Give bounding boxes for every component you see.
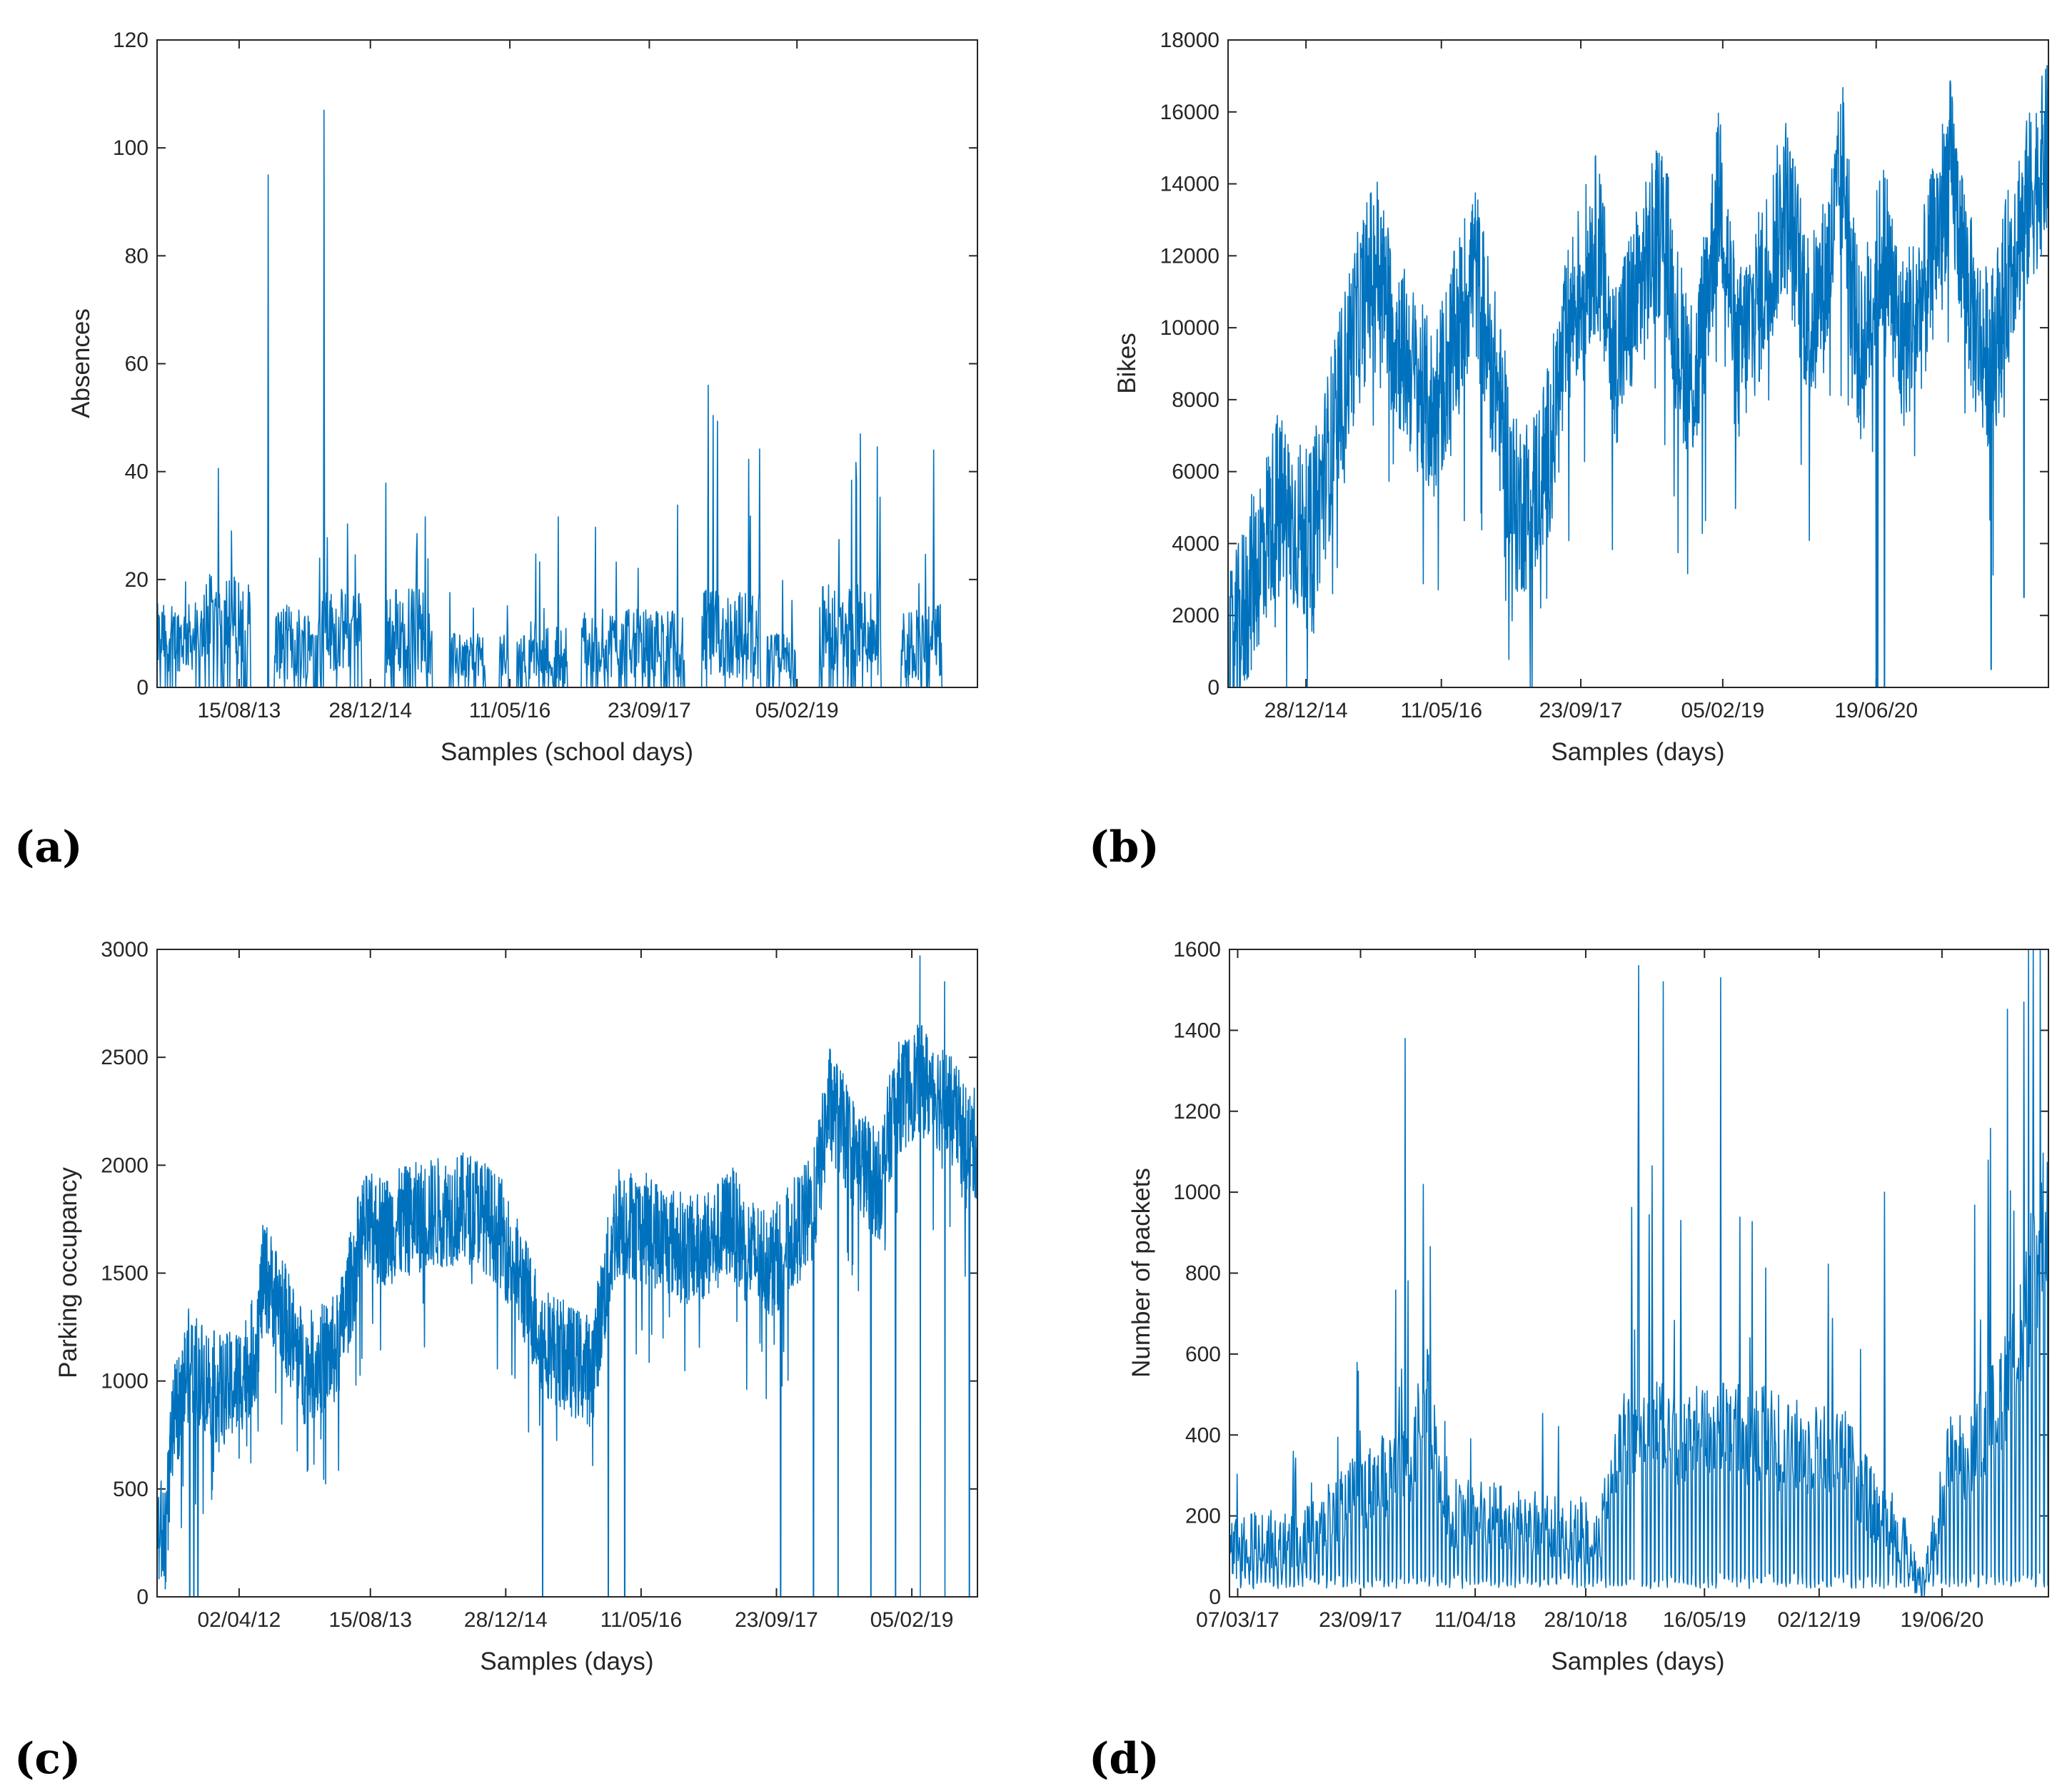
y-tick-label: 3000	[101, 938, 149, 962]
x-tick-label: 23/09/17	[608, 699, 691, 722]
x-tick-label: 05/02/19	[870, 1608, 954, 1632]
y-tick-label: 6000	[1172, 460, 1219, 484]
y-axis-label-d: Number of packets	[1127, 1168, 1155, 1378]
x-tick-label: 15/08/13	[198, 699, 281, 722]
y-axis-label-c: Parking occupancy	[54, 1167, 82, 1378]
panel-label-b: (b)	[1089, 822, 1160, 872]
x-axis-ticks-a: 15/08/13 28/12/14 11/05/16 23/09/17 05/02/19	[198, 40, 839, 722]
x-tick-label: 11/04/18	[1434, 1608, 1517, 1632]
y-tick-label: 18000	[1160, 29, 1219, 52]
y-tick-label: 10000	[1160, 316, 1219, 340]
y-tick-label: 1200	[1173, 1100, 1221, 1124]
y-tick-label: 100	[113, 136, 149, 160]
x-axis-ticks-b: 28/12/14 11/05/16 23/09/17 05/02/19 19/06/20	[1264, 40, 1918, 722]
panel-label-d: (d)	[1089, 1734, 1160, 1784]
chart-b: 0 2000 4000 6000 8000 10000 12000 14000 16000 180…	[1089, 29, 2049, 872]
x-axis-label-b: Samples (days)	[1551, 738, 1724, 766]
x-axis-label-c: Samples (days)	[480, 1648, 653, 1675]
chart-c: 0 500 1000 1500 2000 2500 3000 02/04/12 15/08/1…	[14, 938, 978, 1784]
y-tick-label: 40	[125, 460, 149, 484]
y-tick-label: 500	[113, 1478, 149, 1501]
x-tick-label: 28/12/14	[1264, 699, 1348, 722]
x-tick-label: 23/09/17	[735, 1608, 818, 1632]
series-line-d	[1229, 949, 2049, 1598]
y-tick-label: 0	[1209, 1585, 1221, 1609]
x-axis-ticks-c: 02/04/12 15/08/13 28/12/14 11/05/16 23/09/17…	[198, 949, 954, 1632]
x-tick-label: 11/05/16	[1400, 699, 1482, 722]
y-tick-label: 1000	[101, 1370, 149, 1393]
y-tick-label: 120	[113, 29, 149, 52]
plot-frame-d	[1229, 949, 2049, 1598]
series-line-c	[156, 955, 978, 1598]
x-tick-label: 23/09/17	[1539, 699, 1623, 722]
x-axis-ticks-d: 07/03/17 23/09/17 11/04/18 28/10/18 16/05/19…	[1196, 949, 1983, 1632]
x-tick-label: 23/09/17	[1319, 1608, 1402, 1632]
y-tick-label: 0	[1207, 676, 1219, 700]
y-tick-label: 200	[1185, 1505, 1221, 1528]
x-tick-label: 19/06/20	[1834, 699, 1918, 722]
chart-a: 0 20 40 60 80 100 120 15/08/13 28/12/14 11/05/16…	[14, 29, 978, 872]
series-line-b	[1227, 65, 2049, 688]
x-tick-label: 05/02/19	[755, 699, 839, 722]
y-tick-label: 80	[125, 244, 149, 268]
x-tick-label: 16/05/19	[1663, 1608, 1746, 1632]
x-tick-label: 28/12/14	[328, 699, 412, 722]
y-axis-ticks-d: 0 200 400 600 800 1000 1200 1400 1600	[1173, 938, 2048, 1609]
y-axis-ticks-a: 0 20 40 60 80 100 120	[113, 29, 977, 700]
y-axis-ticks-c: 0 500 1000 1500 2000 2500 3000	[101, 938, 977, 1609]
x-tick-label: 07/03/17	[1196, 1608, 1279, 1632]
y-axis-label-b: Bikes	[1113, 333, 1141, 394]
y-tick-label: 800	[1185, 1262, 1221, 1286]
x-tick-label: 02/12/19	[1777, 1608, 1861, 1632]
y-tick-label: 16000	[1160, 101, 1219, 124]
y-tick-label: 14000	[1160, 173, 1219, 196]
y-tick-label: 1500	[101, 1262, 149, 1286]
x-tick-label: 19/06/20	[1900, 1608, 1983, 1632]
x-tick-label: 28/12/14	[464, 1608, 548, 1632]
y-tick-label: 8000	[1172, 388, 1219, 412]
y-tick-label: 2000	[101, 1154, 149, 1177]
y-axis-ticks-b: 0 2000 4000 6000 8000 10000 12000 14000 16000 180…	[1160, 29, 2048, 700]
plot-frame-a	[156, 39, 978, 688]
y-tick-label: 1000	[1173, 1181, 1221, 1204]
x-tick-label: 05/02/19	[1681, 699, 1764, 722]
y-tick-label: 2000	[1172, 604, 1219, 627]
chart-d: 0 200 400 600 800 1000 1200 1400 1600 07/03/17 23…	[1089, 938, 2049, 1784]
panel-label-c: (c)	[14, 1734, 81, 1784]
x-tick-label: 02/04/12	[198, 1608, 281, 1632]
y-tick-label: 400	[1185, 1423, 1221, 1447]
y-tick-label: 0	[136, 676, 149, 700]
x-tick-label: 11/05/16	[469, 699, 551, 722]
y-tick-label: 1400	[1173, 1019, 1221, 1042]
plot-frame-b	[1227, 39, 2049, 688]
y-tick-label: 600	[1185, 1343, 1221, 1366]
y-tick-label: 12000	[1160, 244, 1219, 268]
x-tick-label: 28/10/18	[1544, 1608, 1628, 1632]
x-axis-label-d: Samples (days)	[1551, 1648, 1724, 1675]
x-axis-label-a: Samples (school days)	[441, 738, 693, 766]
x-tick-label: 11/05/16	[600, 1608, 683, 1632]
y-tick-label: 60	[125, 353, 149, 376]
y-tick-label: 2500	[101, 1046, 149, 1069]
series-line-a	[156, 109, 977, 688]
y-tick-label: 1600	[1173, 938, 1221, 962]
y-tick-label: 20	[125, 568, 149, 592]
y-tick-label: 4000	[1172, 532, 1219, 555]
y-tick-label: 0	[136, 1585, 149, 1609]
plot-frame-c	[156, 949, 978, 1598]
panel-label-a: (a)	[14, 822, 83, 872]
x-tick-label: 15/08/13	[328, 1608, 412, 1632]
y-axis-label-a: Absences	[67, 308, 95, 418]
